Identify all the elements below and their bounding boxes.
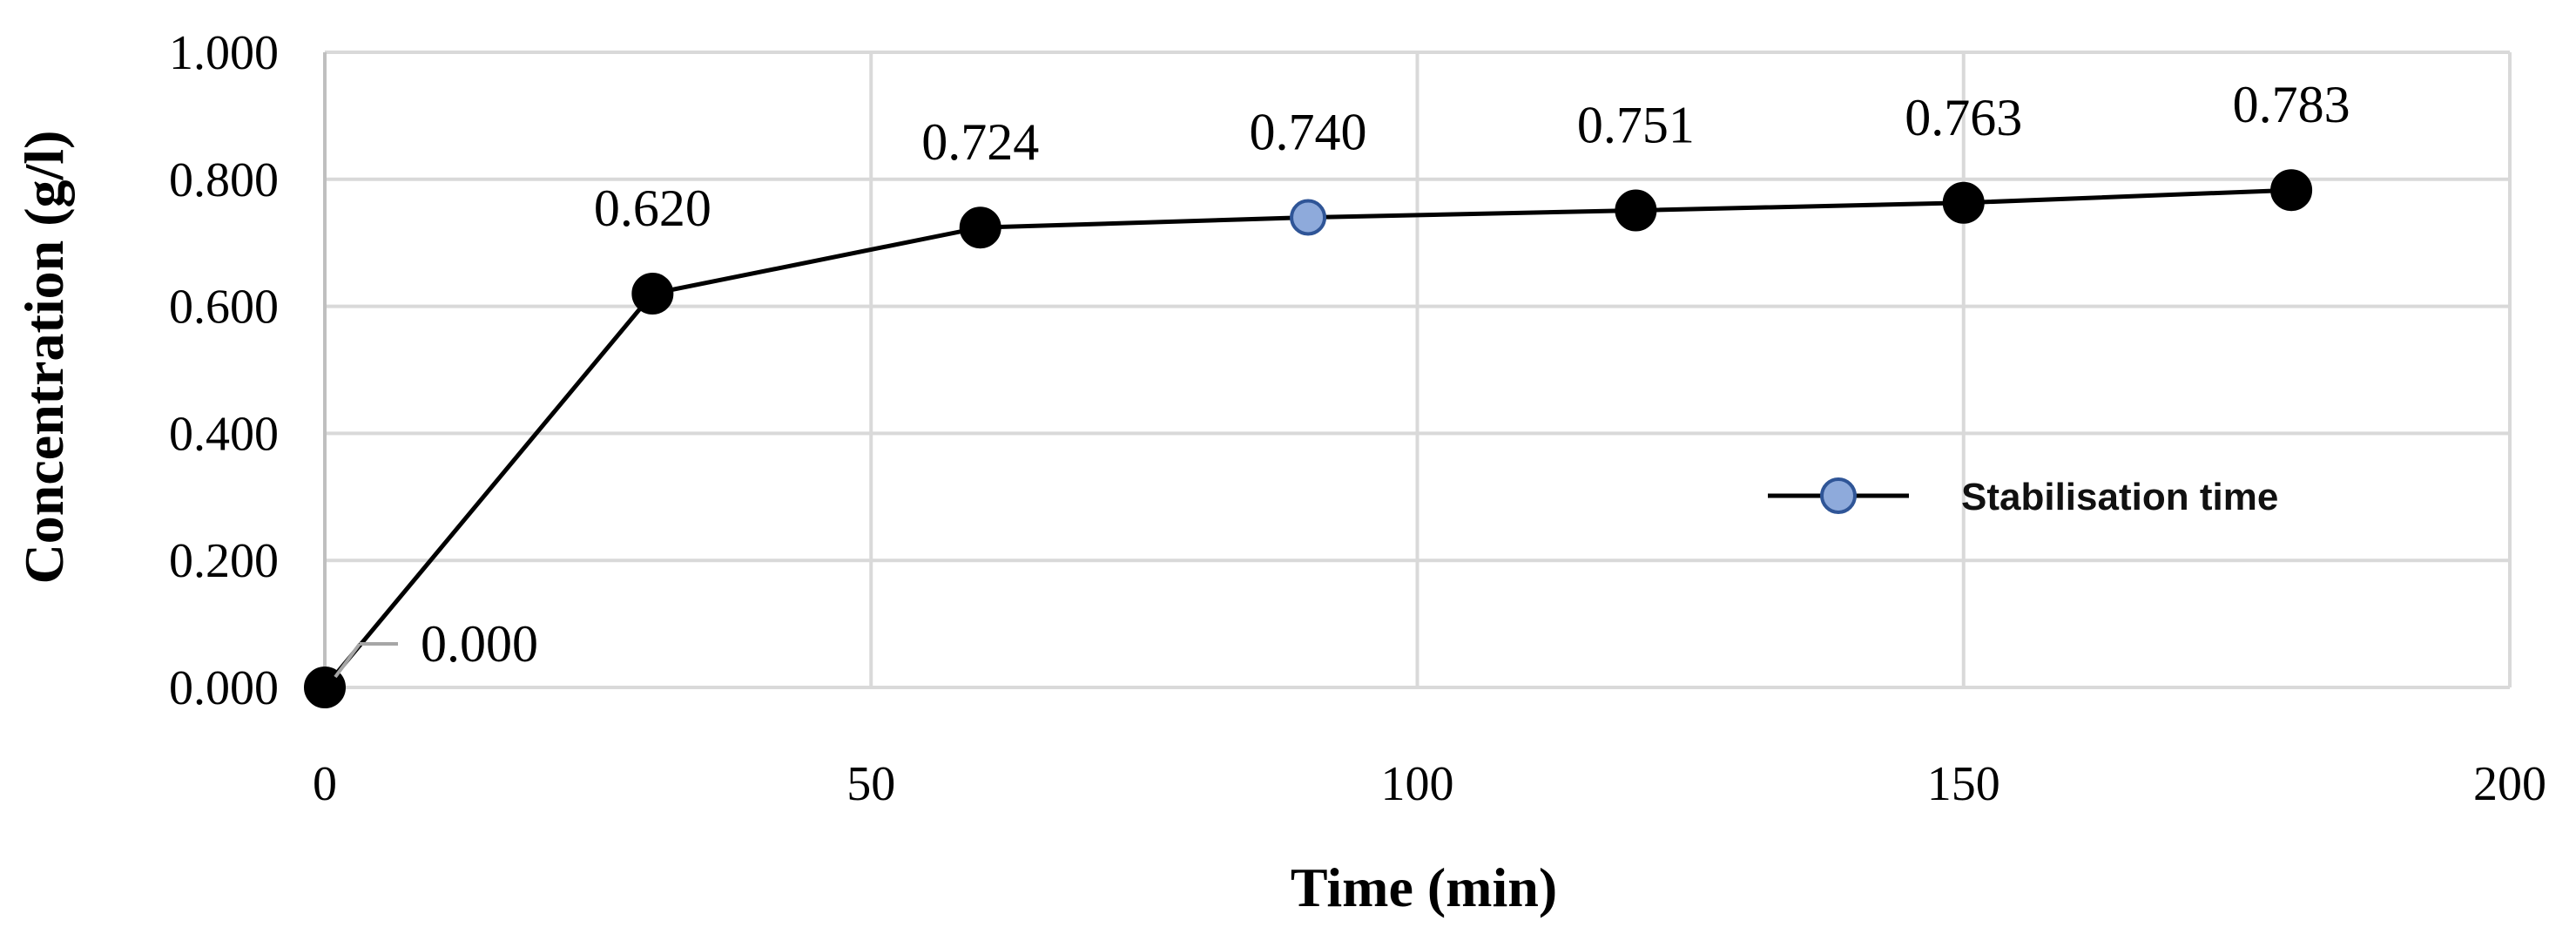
data-label: 0.724	[921, 113, 1039, 171]
data-label: 0.740	[1250, 104, 1367, 161]
data-label: 0.763	[1905, 89, 2022, 146]
data-label: 0.000	[421, 615, 538, 673]
data-point	[959, 206, 1001, 249]
data-label: 0.620	[594, 179, 711, 237]
x-axis-title: Time (min)	[1291, 856, 1557, 918]
axis-layer: 0.000 0.200 0.400 0.600 0.800 1.000 0 50 100 150 2…	[169, 26, 2546, 811]
y-tick-label: 0.200	[169, 534, 279, 588]
x-tick-label: 100	[1381, 757, 1454, 811]
data-label: 0.783	[2233, 76, 2350, 133]
y-tick-label: 0.400	[169, 407, 279, 461]
data-point	[631, 273, 674, 315]
legend: Stabilisation time	[1768, 476, 2278, 518]
data-point	[2270, 169, 2313, 212]
legend-entry-stabilisation-time: Stabilisation time	[1961, 476, 2278, 518]
data-label: 0.751	[1577, 97, 1695, 154]
data-point	[1942, 181, 1985, 224]
y-tick-label: 1.000	[169, 26, 279, 80]
data-point	[1615, 189, 1657, 232]
data-point-highlight	[1290, 199, 1327, 236]
grid-layer	[325, 51, 2512, 689]
x-tick-label: 150	[1927, 757, 2000, 811]
data-label-leader	[334, 642, 361, 679]
x-tick-label: 50	[846, 757, 895, 811]
x-tick-label: 200	[2473, 757, 2546, 811]
y-tick-label: 0.600	[169, 281, 279, 335]
legend-marker	[1820, 477, 1857, 514]
y-tick-label: 0.000	[169, 661, 279, 715]
y-tick-label: 0.800	[169, 153, 279, 207]
series-line	[323, 187, 2292, 689]
data-point	[304, 667, 346, 708]
label-layer: 0.000 0.620 0.724 0.740 0.751 0.763 0.783	[334, 76, 2350, 679]
y-axis-title: Concentration (g/l)	[13, 131, 75, 585]
x-tick-label: 0	[313, 757, 337, 811]
series-layer	[304, 169, 2313, 708]
